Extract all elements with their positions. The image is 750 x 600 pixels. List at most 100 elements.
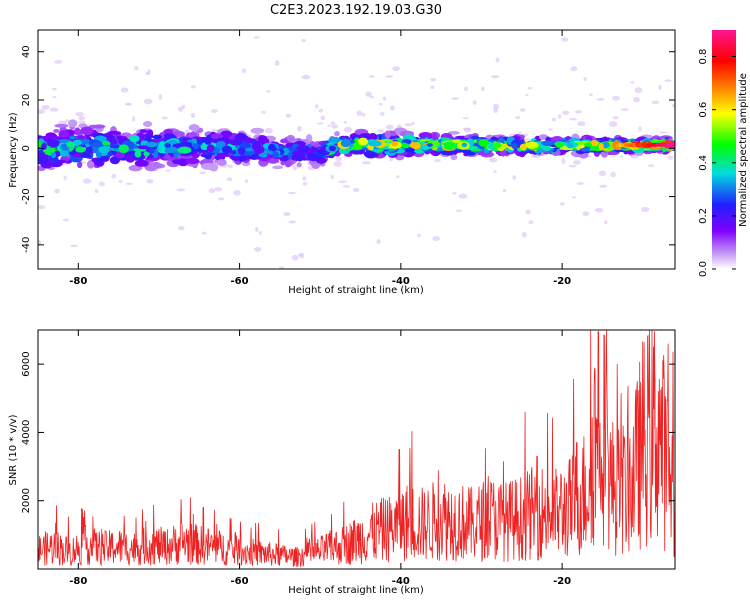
heatmap-cell [52,95,57,99]
heatmap-cell [368,75,375,78]
heatmap-cell [48,155,59,163]
heatmap-cell [280,138,289,144]
heatmap-cell [220,130,233,138]
heatmap-cell [255,226,259,233]
heatmap-cell [640,206,650,213]
heatmap-cell [267,143,276,152]
heatmap-cell [185,157,200,165]
heatmap-cell [242,161,251,167]
heatmap-cell [147,154,154,159]
heatmap-cell [288,220,297,224]
colorbar-tick-label: 0.0 [698,261,709,277]
heatmap-cell [38,108,46,115]
top-y-tick-label: -20 [21,188,32,204]
heatmap-cell [158,141,167,150]
heatmap-cell [464,86,468,92]
heatmap-cell [266,90,271,93]
heatmap-cell [488,157,498,163]
heatmap-cell [291,254,299,261]
heatmap-cell [574,110,583,114]
bottom-x-tick-label: -60 [231,576,249,587]
heatmap-cell [590,139,599,147]
top-y-axis-label: Frequency (Hz) [8,112,19,188]
heatmap-cell [610,171,616,178]
heatmap-cell [66,141,75,149]
heatmap-cell [608,121,618,128]
heatmap-cell [335,156,342,162]
top-x-tick-label: -80 [69,276,87,287]
heatmap-cell [417,233,422,238]
heatmap-cell [238,155,246,162]
heatmap-cell [63,175,67,181]
heatmap-cell [158,94,163,101]
heatmap-cell [253,36,260,39]
heatmap-cell [320,115,326,121]
heatmap-cell [315,104,319,109]
heatmap-cell [598,142,604,151]
heatmap-cell [658,84,662,90]
heatmap-cell [190,85,196,89]
heatmap-cell [172,159,184,165]
heatmap-cell [418,132,433,139]
heatmap-cell [462,117,470,120]
heatmap-cell [357,137,369,146]
colorbar-tick-label: 0.2 [698,208,709,224]
heatmap-cell [368,140,382,147]
heatmap-cell [596,97,605,101]
heatmap-cell [377,129,385,133]
heatmap-cell [369,95,375,99]
top-x-axis-label: Height of straight line (km) [288,285,424,296]
heatmap-cell [292,164,298,171]
heatmap-cell [264,127,273,134]
heatmap-cell [53,129,60,133]
heatmap-cell [177,146,192,154]
heatmap-cell [576,182,585,185]
heatmap-cell [382,96,387,101]
heatmap-cell [177,106,184,112]
heatmap-cell [70,244,78,248]
heatmap-cell [378,102,383,106]
heatmap-cell [481,86,485,92]
bottom-x-tick-label: -80 [69,576,87,587]
heatmap-cell [250,127,265,134]
heatmap-cell [244,178,249,184]
heatmap-cell [634,87,643,94]
heatmap-cell [131,116,136,122]
heatmap-cell [458,193,468,199]
heatmap-cell [493,142,502,148]
heatmap-cell [638,126,642,132]
bottom-y-tick-label: 4000 [21,420,32,445]
heatmap-cell [137,145,150,150]
heatmap-cell [120,87,129,93]
colorbar-tick-label: 0.8 [698,49,709,65]
heatmap-cell [447,131,460,135]
heatmap-cell [667,155,674,160]
heatmap-cell [38,141,43,147]
heatmap-cell [306,153,320,159]
heatmap-cell [64,119,69,123]
heatmap-cell [331,124,338,129]
heatmap-cell [115,151,126,159]
heatmap-cell [298,253,303,257]
heatmap-cell [327,124,332,127]
heatmap-cell [434,158,441,163]
heatmap-cell [356,110,363,116]
heatmap-cell [426,143,433,147]
heatmap-cell [519,108,526,112]
heatmap-cell [490,74,500,79]
heatmap-cell [239,143,252,149]
snr-panel: -80 -60 -40 -20 2000 4000 6000 Height of stra… [8,329,676,596]
heatmap-cell [548,128,553,131]
heatmap-cell [525,141,539,149]
heatmap-cell [411,122,415,125]
heatmap-cell [118,144,129,154]
heatmap-cell [80,153,92,159]
heatmap-cell [560,202,565,206]
heatmap-cell [214,187,222,192]
heatmap-cell [72,139,83,146]
heatmap-cell [432,236,441,241]
heatmap-cell [179,141,193,148]
heatmap-cell [330,174,334,179]
bottom-y-tick-label: 2000 [21,488,32,513]
heatmap-cell [333,161,342,167]
